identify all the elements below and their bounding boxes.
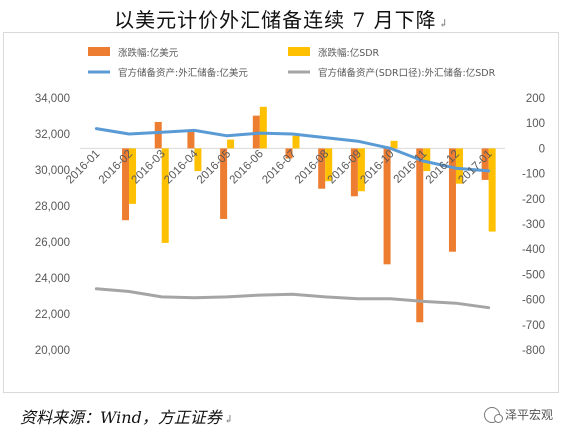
wechat-icon [483,406,503,423]
watermark-label: 泽平宏观 [504,408,553,422]
source-note: 资料来源：Wind，方正证券 ↲ [20,408,234,427]
right-axis-tick-label: -300 [522,219,545,231]
line-usd-reserves [94,127,491,173]
legend-label: 官方储备资产(SDR口径):外汇储备:亿SDR [318,67,496,79]
right-axis-tick-label: 0 [539,143,545,155]
right-axis-tick-label: -700 [522,320,545,332]
right-axis-tick-label: -500 [522,269,545,281]
bar-sdr [455,148,463,184]
right-axis-tick-label: -100 [522,169,545,181]
bar-usd [481,148,489,180]
bar-sdr [227,139,235,149]
left-axis-tick-label: 28,000 [35,201,70,213]
right-axis-tick-label: -800 [522,345,545,357]
left-axis-tick-label: 30,000 [35,165,70,177]
bar-usd [416,148,424,323]
left-axis-tick-label: 20,000 [35,345,70,357]
bar-sdr [161,148,169,243]
bar-sdr [488,148,496,232]
right-axis-tick-label: -400 [522,244,545,256]
bar-usd [350,148,358,197]
bar-usd [220,148,228,219]
right-axis-tick-label: -200 [522,194,545,206]
bar-usd [285,148,293,159]
bar-sdr [325,148,333,182]
line-sdr-reserves [94,287,491,310]
bar-usd [448,148,456,252]
watermark: 泽平宏观 [483,406,553,423]
bar-sdr [390,140,398,149]
category-tick-label: 2016-06 [228,148,266,186]
legend-label: 涨跌幅:亿SDR [318,47,380,59]
right-axis-tick-label: 100 [526,118,545,130]
left-axis-tick-label: 24,000 [35,273,70,285]
left-axis-tick-label: 22,000 [35,309,70,321]
bar-sdr [423,148,431,172]
right-axis-tick-label: -600 [522,295,545,307]
fx-reserves-chart: 20,000 22,000 24,000 26,000 28,000 30,000 32,0… [35,47,545,357]
left-axis-tick-label: 32,000 [35,129,70,141]
bar-usd [122,148,130,221]
bar-sdr [357,148,365,192]
bar-usd [187,129,195,149]
legend-swatch [88,47,110,56]
category-tick-label: 2016-07 [260,148,298,186]
left-axis-tick-label: 26,000 [35,237,70,249]
legend-label: 官方储备资产:外汇储备:亿美元 [118,67,248,79]
bar-sdr [259,106,267,149]
left-axis-tick-label: 34,000 [35,93,70,105]
right-axis-tick-label: 200 [526,93,545,105]
bar-usd [154,121,162,149]
bar-usd [318,148,326,189]
bar-usd [383,148,391,265]
legend-label: 涨跌幅:亿美元 [118,47,179,59]
legend-swatch [288,47,310,56]
bar-sdr [194,148,202,172]
page-title: 以美元计价外汇储备连续 7 月下降 ↲ [114,8,449,32]
chart-frame [3,32,559,393]
bar-sdr [292,135,300,149]
bar-sdr [129,148,137,204]
